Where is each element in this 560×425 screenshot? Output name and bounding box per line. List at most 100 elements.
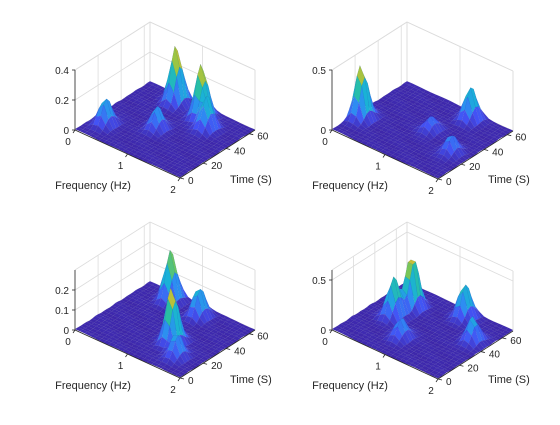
y-tick-label: 0 (446, 177, 452, 188)
surface-patch (203, 154, 213, 159)
y-tick (484, 149, 489, 151)
z-tick-label: 0 (320, 326, 326, 337)
surface (74, 249, 256, 378)
y-axis-line (179, 129, 256, 179)
z-tick-label: 0 (63, 126, 69, 137)
y-tick (179, 377, 185, 380)
surface-patch (235, 334, 244, 339)
y-tick (460, 163, 466, 166)
y-tick (437, 378, 443, 381)
x-tick-label: 0 (65, 337, 71, 348)
y-tick-label: 40 (234, 146, 246, 157)
surface-patch (504, 128, 514, 133)
y-tick (249, 333, 254, 336)
x-tick-label: 1 (375, 362, 381, 373)
y-tick (179, 177, 185, 180)
surface-patch (212, 348, 221, 354)
y-tick-label: 0 (188, 376, 194, 387)
x-tick-label: 0 (322, 137, 328, 148)
z-tick-label: 0.4 (55, 66, 69, 77)
grid-line (331, 21, 408, 71)
surface-patch (432, 174, 442, 179)
x-axis-label: Frequency (Hz) (55, 180, 131, 192)
x-tick (72, 129, 76, 134)
surface-patch (490, 136, 499, 142)
y-tick (480, 351, 485, 353)
y-tick (507, 134, 512, 137)
y-tick (226, 348, 231, 350)
y-tick (459, 364, 464, 367)
y-tick-label: 40 (492, 147, 504, 158)
surface-patch (177, 371, 187, 376)
x-tick (435, 378, 439, 383)
y-tick (202, 162, 208, 165)
y-tick-label: 20 (467, 363, 479, 374)
surface-patch (200, 356, 210, 361)
grid-line (406, 21, 514, 72)
x-tick-label: 0 (65, 137, 71, 148)
x-tick-label: 2 (428, 186, 434, 197)
grid-line (331, 231, 408, 281)
surface-patch (180, 368, 189, 374)
x-tick (329, 329, 333, 334)
surface-patch (223, 341, 233, 347)
grid-line (74, 21, 151, 71)
surface (74, 45, 256, 178)
y-axis-line (437, 130, 514, 180)
surface-patch (244, 128, 253, 134)
y-tick-label: 40 (234, 346, 246, 357)
y-tick-label: 20 (469, 162, 481, 173)
x-tick-label: 1 (375, 162, 381, 173)
x-tick (177, 377, 181, 382)
surface-patch (215, 147, 224, 152)
z-tick-label: 0.1 (55, 306, 69, 317)
x-tick (125, 153, 128, 158)
y-axis-label: Time (S) (230, 374, 272, 386)
y-tick-label: 60 (515, 133, 527, 144)
y-tick (226, 148, 231, 150)
surface-patch (232, 135, 241, 141)
x-tick (177, 177, 181, 182)
surface (331, 259, 514, 379)
z-tick-label: 0.2 (55, 286, 69, 297)
x-tick (329, 129, 333, 134)
y-axis-line (179, 329, 256, 379)
z-tick-label: 0.2 (55, 96, 69, 107)
surface-patch (200, 156, 210, 161)
y-axis-line (437, 330, 514, 380)
surface-patch (174, 373, 184, 378)
y-tick-label: 0 (188, 176, 194, 187)
z-tick-label: 0.5 (312, 276, 326, 287)
y-axis-label: Time (S) (488, 174, 530, 186)
x-tick-label: 2 (428, 386, 434, 397)
surface-patch (438, 369, 447, 375)
surface-patch (496, 333, 505, 339)
x-tick-label: 2 (170, 185, 176, 196)
x-tick (382, 154, 386, 158)
surface-patch (479, 340, 488, 349)
y-tick (437, 178, 443, 181)
y-tick-label: 20 (211, 361, 223, 372)
x-tick-label: 1 (118, 361, 124, 372)
grid-line (406, 231, 514, 282)
x-tick (72, 329, 76, 334)
surface-patch (246, 327, 256, 332)
y-tick (502, 337, 507, 340)
x-axis-label: Frequency (Hz) (312, 380, 388, 392)
y-tick-label: 40 (489, 350, 501, 361)
surface-patch (479, 144, 488, 150)
surface-patch (453, 160, 462, 166)
y-tick (202, 362, 208, 365)
box-edge (331, 221, 408, 271)
x-tick (125, 353, 128, 358)
surface-patch (174, 173, 184, 178)
